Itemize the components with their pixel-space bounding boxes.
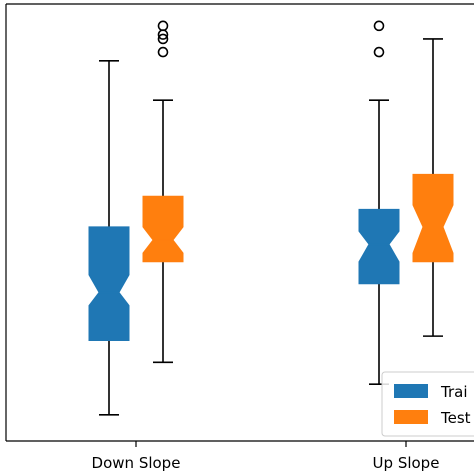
box-test-up-slope (412, 38, 454, 337)
box-test-up-slope-body (412, 173, 454, 263)
box-test-down-slope-flier-0 (157, 46, 169, 58)
plot-frame (5, 3, 474, 442)
legend-swatch-1 (394, 410, 428, 424)
box-test-down-slope-flier-1 (157, 33, 169, 45)
box-test-down-slope-flier-3 (157, 20, 169, 32)
box-test-down-slope (142, 20, 184, 364)
box-trai-down-slope (88, 60, 130, 416)
boxes-layer (88, 20, 454, 416)
x-axis: Down Slope Up Slope (92, 441, 440, 472)
box-test-down-slope-body (142, 195, 184, 263)
legend-label-0: Trai (440, 383, 467, 401)
legend: Trai Test (381, 371, 474, 437)
legend-label-1: Test (440, 409, 471, 427)
box-trai-up-slope (358, 20, 400, 385)
box-trai-up-slope-flier-0 (373, 20, 385, 32)
x-tick-label-0: Down Slope (92, 454, 181, 472)
x-tick-label-1: Up Slope (373, 454, 440, 472)
box-trai-up-slope-body (358, 208, 400, 285)
legend-swatch-0 (394, 384, 428, 398)
box-trai-up-slope-flier-1 (373, 46, 385, 58)
box-trai-down-slope-body (88, 226, 130, 341)
